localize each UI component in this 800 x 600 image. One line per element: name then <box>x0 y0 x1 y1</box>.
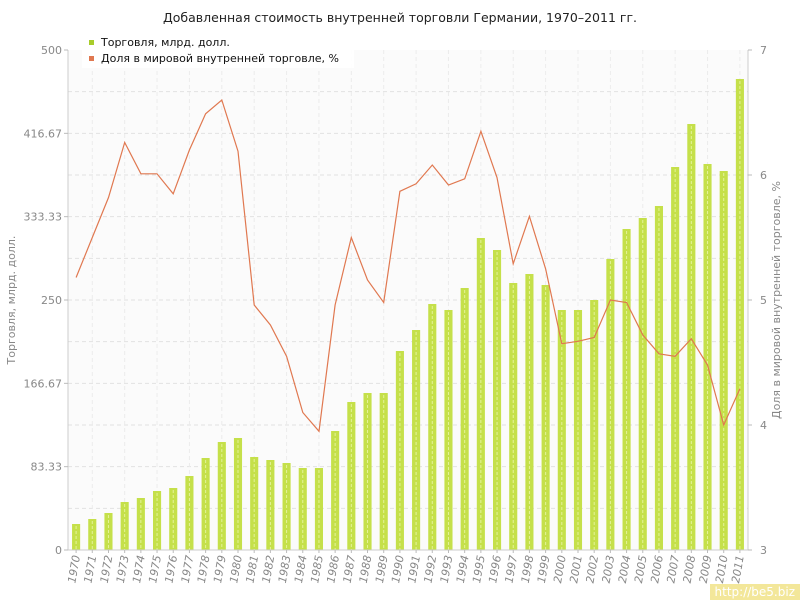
bar <box>314 468 323 550</box>
x-tick-label: 2000 <box>551 554 569 584</box>
x-tick-label: 1990 <box>389 554 407 584</box>
y2-tick-label: 3 <box>760 544 767 557</box>
x-tick-label: 1982 <box>260 554 278 584</box>
x-tick-label: 1985 <box>308 554 326 584</box>
legend: Торговля, млрд. долл. Доля в мировой вну… <box>82 34 354 68</box>
x-axis-ticks: 1970197119721973197419751976197719781979… <box>65 550 747 584</box>
x-tick-label: 1976 <box>163 554 181 584</box>
x-tick-label: 1998 <box>519 554 537 584</box>
bar <box>606 259 615 550</box>
y-axis-title: Торговля, млрд. долл. <box>5 236 18 366</box>
x-tick-label: 1984 <box>292 554 310 584</box>
y-tick-label: 83.33 <box>31 461 63 474</box>
x-tick-label: 1991 <box>405 554 423 584</box>
x-tick-label: 1975 <box>146 554 164 584</box>
x-tick-label: 1981 <box>243 554 261 584</box>
x-tick-label: 1973 <box>114 554 132 584</box>
x-tick-label: 1999 <box>535 554 553 584</box>
x-tick-label: 1977 <box>179 554 197 584</box>
series-line <box>75 98 741 433</box>
y2-tick-label: 4 <box>760 419 767 432</box>
line-series <box>75 98 741 433</box>
y-tick-label: 166.67 <box>24 377 63 390</box>
bar <box>88 519 97 550</box>
x-tick-label: 1971 <box>82 554 100 584</box>
y2-axis-title: Доля в мировой внутренней торговле, % <box>770 181 783 419</box>
legend-swatch-bars <box>89 40 94 45</box>
x-tick-label: 2006 <box>648 554 666 584</box>
x-tick-label: 1972 <box>98 554 116 584</box>
x-tick-label: 2005 <box>632 554 650 584</box>
x-tick-label: 2009 <box>697 554 715 584</box>
bar <box>136 498 145 550</box>
watermark[interactable]: http://be5.biz <box>709 584 800 600</box>
y-tick-label: 0 <box>55 544 62 557</box>
x-tick-label: 1988 <box>357 554 375 584</box>
bar <box>169 488 178 550</box>
x-tick-label: 1978 <box>195 554 213 584</box>
x-tick-label: 1993 <box>438 554 456 584</box>
bar <box>622 229 631 550</box>
x-tick-label: 2003 <box>600 554 618 584</box>
legend-label-line: Доля в мировой внутренней торговле, % <box>101 52 339 65</box>
bar <box>460 288 469 550</box>
x-tick-label: 1980 <box>227 554 245 584</box>
x-tick-label: 1983 <box>276 554 294 584</box>
x-tick-label: 2004 <box>616 554 634 584</box>
bar <box>233 438 243 550</box>
chart-title: Добавленная стоимость внутренней торговл… <box>163 10 637 25</box>
x-tick-label: 1992 <box>422 554 440 584</box>
y-tick-label: 333.33 <box>24 211 63 224</box>
x-tick-label: 2010 <box>713 554 731 584</box>
y2-tick-label: 7 <box>760 44 767 57</box>
x-tick-label: 1997 <box>503 554 521 584</box>
bar <box>250 457 259 550</box>
bar <box>735 79 744 550</box>
y-tick-label: 250 <box>41 294 62 307</box>
x-tick-label: 1974 <box>130 554 148 584</box>
x-tick-label: 1970 <box>65 554 83 584</box>
bar <box>671 167 680 550</box>
x-tick-label: 1995 <box>470 554 488 584</box>
y2-axis-ticks: 3 4 5 6 7 <box>748 44 767 557</box>
bar <box>638 218 647 550</box>
bar <box>201 458 210 550</box>
y2-tick-label: 5 <box>760 294 767 307</box>
y2-tick-label: 6 <box>760 169 767 182</box>
x-tick-label: 2008 <box>681 554 699 584</box>
legend-background <box>82 34 354 68</box>
legend-swatch-line <box>89 56 94 61</box>
x-tick-label: 2002 <box>583 554 601 584</box>
x-tick-label: 1986 <box>324 554 342 584</box>
bar <box>476 238 485 550</box>
x-tick-label: 2011 <box>729 554 747 584</box>
bar <box>298 468 307 550</box>
x-tick-label: 1994 <box>454 554 472 584</box>
y-axis-ticks: 0 83.33 166.67 250 333.33 416.67 500 <box>24 44 68 557</box>
x-tick-label: 1987 <box>341 554 359 584</box>
y-tick-label: 416.67 <box>24 127 63 140</box>
x-tick-label: 2001 <box>567 554 585 584</box>
y-tick-label: 500 <box>41 44 62 57</box>
x-tick-label: 2007 <box>664 554 682 584</box>
x-tick-label: 1989 <box>373 554 391 584</box>
x-tick-label: 1979 <box>211 554 229 584</box>
bar-series <box>72 79 744 550</box>
legend-label-bars: Торговля, млрд. долл. <box>100 36 230 49</box>
x-tick-label: 1996 <box>486 554 504 584</box>
